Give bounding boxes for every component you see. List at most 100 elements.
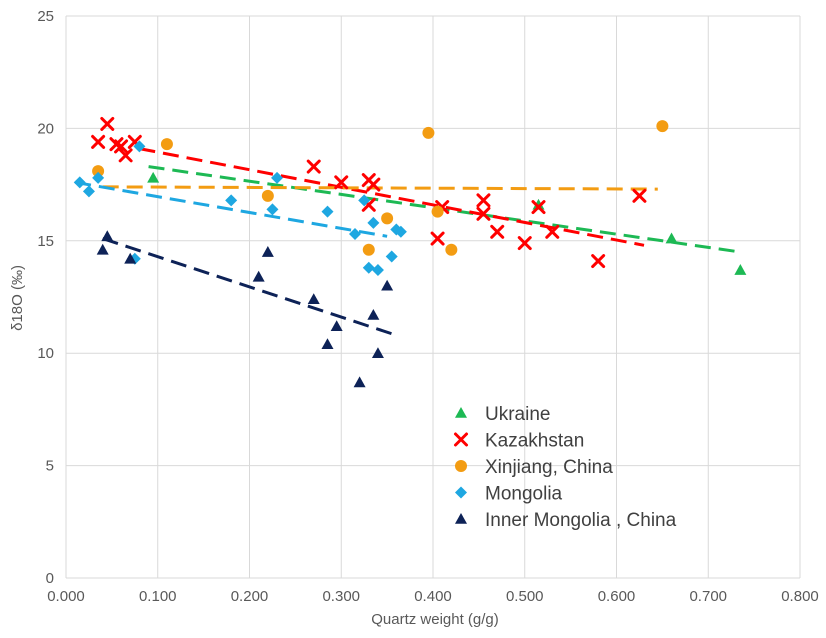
data-point-mongolia — [266, 203, 279, 216]
x-marker-stroke — [114, 139, 129, 154]
data-point-inner-mongolia-china — [124, 252, 137, 264]
y-tick-label: 15 — [37, 233, 54, 250]
data-point-inner-mongolia-china — [96, 243, 109, 255]
data-point-kazakhstan — [334, 175, 349, 190]
series-inner-mongolia-china — [96, 230, 394, 388]
data-point-kazakhstan — [100, 116, 115, 131]
legend-label: Xinjiang, China — [485, 457, 613, 478]
data-point-kazakhstan — [490, 224, 505, 239]
data-point-kazakhstan — [114, 139, 129, 154]
data-point-xinjiang-china — [431, 205, 444, 218]
data-point-kazakhstan — [91, 134, 106, 149]
data-point-ukraine — [734, 264, 747, 275]
x-marker-stroke — [531, 200, 546, 215]
data-point-mongolia — [73, 176, 86, 189]
x-tick-label: 0.600 — [598, 588, 636, 605]
x-marker-stroke — [91, 134, 106, 149]
legend-item-xinjiang-china: Xinjiang, China — [455, 457, 613, 478]
legend-item-ukraine: Ukraine — [455, 404, 550, 425]
legend-item-mongolia: Mongolia — [455, 484, 563, 505]
data-point-mongolia — [394, 225, 407, 238]
x-marker-stroke — [490, 224, 505, 239]
data-point-kazakhstan — [306, 159, 321, 174]
data-point-xinjiang-china — [92, 165, 105, 178]
data-point-mongolia — [385, 250, 398, 263]
x-tick-label: 0.400 — [414, 588, 452, 605]
x-tick-label: 0.100 — [139, 588, 177, 605]
data-point-mongolia — [92, 171, 105, 184]
legend-marker-inner-mongolia-china — [455, 513, 467, 524]
legend-label: Kazakhstan — [485, 431, 584, 452]
x-marker-stroke — [127, 134, 142, 149]
x-marker-stroke — [306, 159, 321, 174]
data-point-inner-mongolia-china — [367, 308, 380, 320]
data-point-mongolia — [321, 205, 334, 218]
series-ukraine — [147, 171, 747, 275]
trendline-inner-mongolia-china — [102, 237, 397, 337]
y-tick-label: 0 — [46, 570, 54, 587]
data-point-kazakhstan — [591, 254, 606, 269]
x-tick-label: 0.700 — [689, 588, 727, 605]
legend-marker-mongolia — [455, 486, 467, 499]
data-point-ukraine — [665, 232, 678, 244]
legend-item-kazakhstan: Kazakhstan — [454, 431, 584, 452]
trendline-kazakhstan — [139, 147, 645, 247]
data-point-mongolia — [371, 264, 384, 277]
x-marker-stroke — [591, 254, 606, 269]
x-tick-label: 0.800 — [781, 588, 819, 605]
data-point-xinjiang-china — [422, 126, 435, 139]
x-marker-stroke — [476, 193, 491, 208]
data-point-ukraine — [532, 198, 545, 210]
x-marker-stroke — [545, 224, 560, 239]
y-tick-label: 20 — [37, 120, 54, 137]
legend-marker-kazakhstan — [454, 432, 468, 447]
x-tick-label: 0.200 — [231, 588, 269, 605]
data-point-xinjiang-china — [445, 243, 458, 256]
data-point-kazakhstan — [430, 231, 445, 246]
trend-lines — [74, 147, 741, 337]
x-marker-stroke — [454, 432, 468, 447]
x-marker-stroke — [109, 137, 124, 152]
tick-labels: 0 5 10 15 20 25 0.000 0.100 0.200 0.300 0.400 0.500… — [37, 8, 818, 605]
data-points — [73, 116, 747, 388]
data-point-kazakhstan — [632, 188, 647, 203]
data-point-mongolia — [362, 261, 375, 274]
trendline-mongolia — [74, 180, 388, 238]
x-marker-stroke — [476, 206, 491, 221]
x-tick-label: 0.000 — [47, 588, 85, 605]
data-point-kazakhstan — [366, 177, 381, 192]
data-point-mongolia — [367, 216, 380, 229]
series-xinjiang-china — [92, 120, 669, 256]
data-point-inner-mongolia-china — [307, 293, 320, 305]
series-mongolia — [73, 140, 407, 277]
data-point-inner-mongolia-china — [101, 230, 114, 242]
legend-marker-ukraine — [455, 407, 467, 418]
x-marker-stroke — [517, 236, 532, 251]
data-point-inner-mongolia-china — [261, 246, 274, 257]
x-marker-stroke — [334, 175, 349, 190]
x-marker-stroke — [430, 231, 445, 246]
data-point-inner-mongolia-china — [252, 270, 265, 282]
data-point-xinjiang-china — [362, 243, 375, 256]
y-axis-title: δ18O (‰) — [9, 265, 26, 331]
data-point-mongolia — [358, 194, 371, 207]
grid-lines — [65, 15, 801, 579]
legend-label: Ukraine — [485, 404, 550, 425]
data-point-ukraine — [147, 171, 160, 183]
data-point-inner-mongolia-china — [321, 338, 334, 350]
data-point-kazakhstan — [118, 148, 133, 163]
data-point-inner-mongolia-china — [381, 279, 394, 291]
data-point-inner-mongolia-china — [330, 320, 343, 332]
data-point-xinjiang-china — [656, 120, 669, 133]
data-point-xinjiang-china — [381, 212, 394, 225]
legend-label: Inner Mongolia , China — [485, 510, 677, 531]
data-point-kazakhstan — [545, 224, 560, 239]
data-point-xinjiang-china — [261, 189, 274, 202]
data-point-mongolia — [133, 140, 146, 153]
y-tick-label: 25 — [37, 8, 54, 25]
data-point-mongolia — [82, 185, 95, 198]
data-point-kazakhstan — [517, 236, 532, 251]
x-marker-stroke — [118, 148, 133, 163]
